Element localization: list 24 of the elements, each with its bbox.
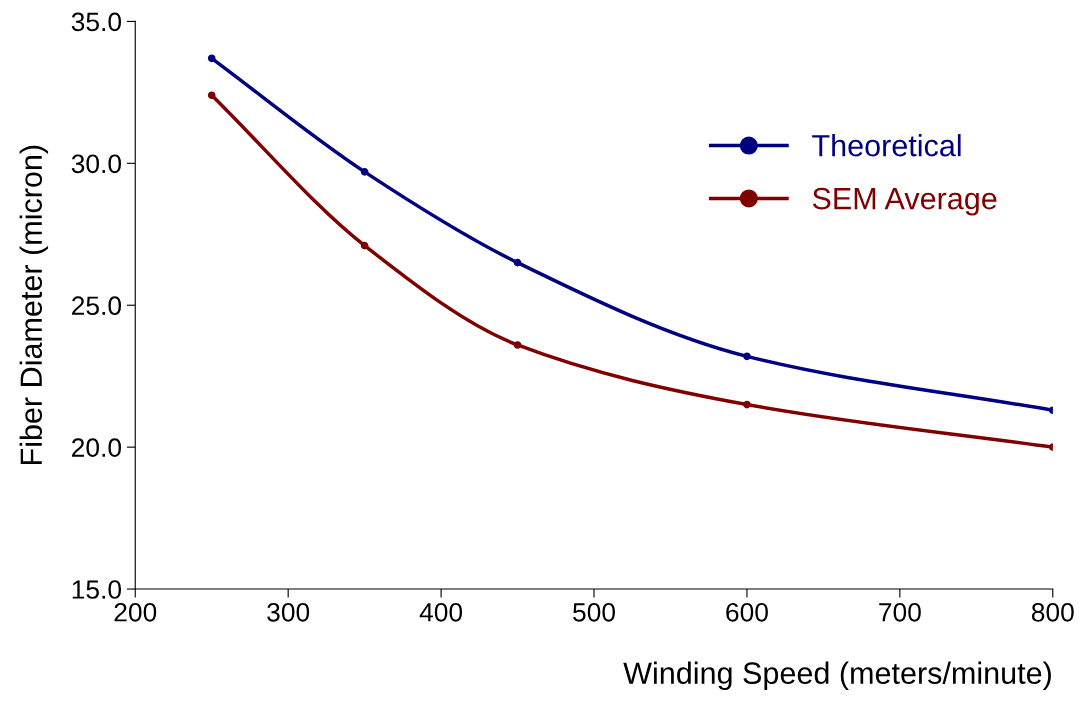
y-axis-title: Fiber Diameter (micron) [19, 145, 49, 465]
legend-label: SEM Average [812, 187, 997, 216]
point [743, 400, 751, 409]
x-axis-title: Winding Speed (meters/minute) [623, 661, 1051, 691]
y-tick-label: 25.0 [72, 296, 122, 316]
x-tick-label: 600 [726, 602, 768, 622]
x-tick-label: 700 [879, 602, 921, 622]
x-tick-label: 500 [573, 602, 615, 622]
point [513, 258, 522, 267]
y-tick-label: 35.0 [71, 12, 122, 32]
legend-label: Theoretical [812, 134, 961, 157]
point [360, 241, 369, 250]
point [207, 54, 216, 63]
y-tick-label: 30.0 [71, 154, 122, 174]
x-tick-label: 800 [1031, 602, 1074, 622]
x-tick-label: 200 [114, 602, 157, 622]
y-tick-label: 20.0 [72, 438, 122, 457]
y-tick-label: 15.0 [72, 580, 122, 599]
point [360, 168, 369, 176]
x-tick-label: 300 [267, 602, 310, 622]
point [207, 91, 216, 100]
point [743, 352, 751, 361]
x-tick-label: 400 [419, 602, 463, 622]
point [513, 341, 522, 349]
